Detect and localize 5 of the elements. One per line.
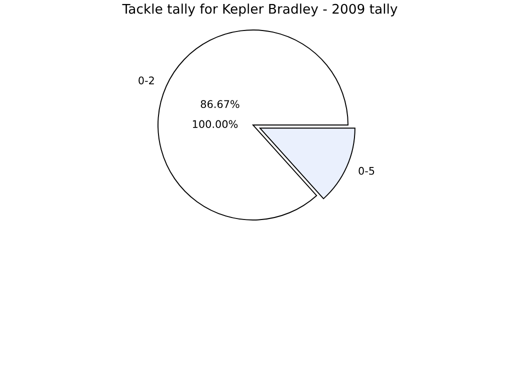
chart-title: Tackle tally for Kepler Bradley - 2009 tally xyxy=(122,4,398,16)
slice-label: 0-2 xyxy=(138,76,154,84)
text: 86.67% xyxy=(200,100,240,108)
text: 100.00% xyxy=(192,120,238,128)
slice-label: 0-5 xyxy=(358,166,374,175)
